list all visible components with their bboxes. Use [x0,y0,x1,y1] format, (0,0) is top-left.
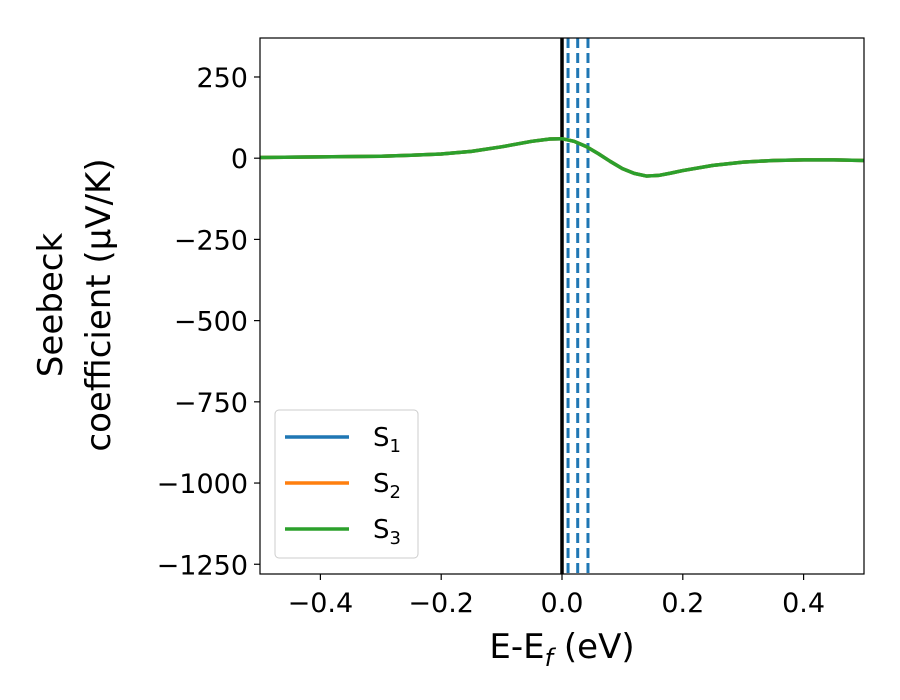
legend-label-3: S3 [373,515,401,549]
y-tick-label: −500 [174,307,248,338]
x-tick-label: −0.4 [288,588,354,619]
legend-label-1: S1 [373,423,401,457]
y-axis-label-text: Seebeck coefficient (μV/K) [31,158,119,451]
x-tick-label: 0.2 [661,588,704,619]
x-axis-label: E-Ef (eV) [489,627,634,672]
x-tick-label: 0.0 [541,588,584,619]
y-tick-label: 0 [231,144,248,175]
y-tick-label: −1250 [157,550,248,581]
x-axis-ticks: −0.4 −0.2 0.0 0.2 0.4 [288,574,825,619]
series-line-3 [260,136,864,178]
y-tick-label: −1000 [157,469,248,500]
series-lines [260,136,864,178]
legend-label-2: S2 [373,469,401,503]
dashed-reference-lines [566,38,590,574]
y-tick-label: −250 [174,225,248,256]
x-tick-label: −0.2 [408,588,474,619]
y-axis-label: Seebeck coefficient (μV/K) [31,158,119,451]
y-axis-ticks: 250 0 −250 −500 −750 −1000 −1250 [157,63,260,581]
legend: S1 S2 S3 [274,409,419,559]
y-tick-label: 250 [196,63,248,94]
x-tick-label: 0.4 [782,588,825,619]
y-tick-label: −750 [174,388,248,419]
